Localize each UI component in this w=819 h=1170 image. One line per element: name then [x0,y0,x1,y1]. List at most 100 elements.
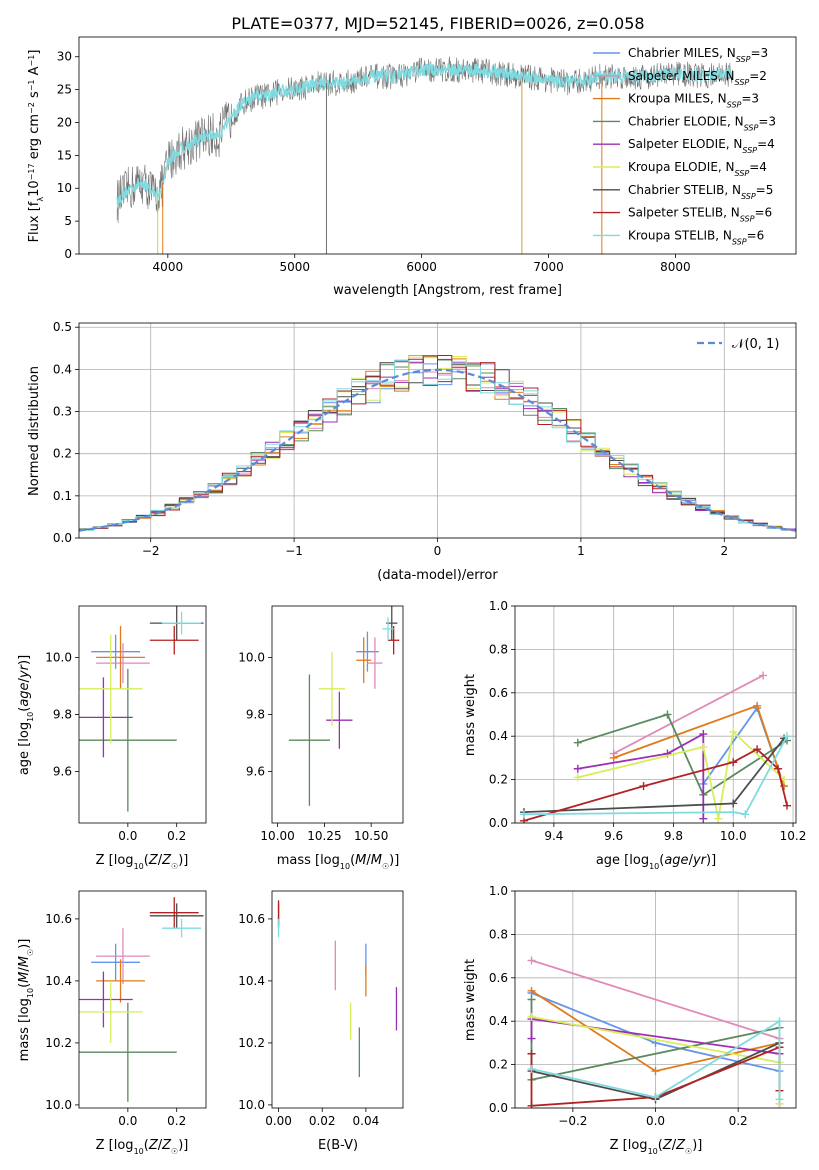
age-vs-z-x-label: Z [log10(Z/Z☉)] [96,853,189,871]
weight-line [577,732,705,819]
y-tick-label: 20 [57,115,72,129]
weight-marker [527,1049,536,1058]
mass-vs-z-x-label-part: Z [log [96,1138,134,1153]
axes-frame [271,605,404,824]
legend-nssp: =4 [757,137,775,151]
plot-area-weight-vs-age [519,671,792,823]
x-tick-label: 8000 [660,260,691,274]
y-tick-label: 0.0 [489,816,508,830]
weight-vs-z-x-label-part: ☉ [685,1147,692,1156]
y-tick-label: 0.6 [489,971,508,985]
legend-sub: SSP [742,146,757,155]
y-tick-label: 0.4 [489,729,508,743]
weight-line [531,959,780,1040]
legend-name: Chabrier STELIB, N [628,183,741,197]
axes-age-vs-mass: 10.00 10.25 10.50 9.6 9.8 10.0 [238,605,404,843]
x-tick-label: 0.0 [646,1114,665,1128]
legend-name: Salpeter STELIB, N [628,206,740,220]
legend-sub: SSP [735,169,750,178]
age-vs-z-y-label-part: / [17,677,32,682]
axes-mass-vs-z: 0.0 0.2 10.0 10.2 10.4 10.6 [45,890,207,1128]
x-tick-label: −0.2 [558,1114,587,1128]
weight-marker [729,808,738,817]
mass-vs-z-x-label: Z [log10(Z/Z☉)] [96,1138,189,1156]
weight-line [613,704,785,787]
legend-sub: SSP [736,55,751,64]
x-tick-label: 1 [577,544,585,558]
y-tick-label: 5 [64,214,72,228]
x-tick-label: 10.50 [354,829,388,843]
weight-marker [527,986,536,995]
weight-vs-age-x-label-part: age [log [596,853,649,868]
spectrum-data-line [116,56,733,223]
y-tick-label: 0 [64,247,72,261]
weight-vs-z-x-label-part: )] [692,1138,702,1153]
spectrum-y-label-part: Flux [f [27,201,42,242]
age-vs-mass-x-label: mass [log10(M/M☉)] [277,853,400,871]
mass-vs-z-y-label-part: ( [17,983,32,988]
legend-sub: SSP [741,191,756,200]
legend-sub: SSP [735,77,750,86]
legend-entry: Chabrier MILES, NSSP=3 [628,46,768,64]
age-vs-z-x-label-part: )] [178,853,188,868]
legend-entry: Chabrier ELODIE, NSSP=3 [628,114,776,131]
mass-vs-z-y-label: mass [log10(M/M☉)] [17,939,35,1062]
x-tick-label: 0.0 [118,829,137,843]
legend-name: Kroupa ELODIE, N [628,160,735,174]
legend-sub: SSP [732,237,747,246]
weight-vs-z-x-label-part: Z [log [610,1138,648,1153]
mass-vs-z-y-label-part: / [17,967,32,972]
x-tick-label: 0.0 [118,1114,137,1128]
weight-marker [759,671,768,680]
y-tick-label: 0.0 [53,531,72,545]
legend-name: Kroupa STELIB, N [628,228,732,242]
y-tick-label: 10.2 [45,1036,72,1050]
axes-weight-vs-z: −0.2 0.0 0.2 0.0 0.2 0.4 0.6 0.8 1.0 [489,884,797,1128]
x-tick-label: 0.2 [167,829,186,843]
weight-vs-age-x-label-part: yr [692,853,708,868]
y-tick-label: 1.0 [489,599,508,613]
legend-nssp: =4 [749,160,767,174]
x-tick-label: 6000 [406,260,437,274]
weight-marker [663,710,672,719]
legend-name: Salpeter ELODIE, N [628,137,742,151]
age-vs-z-y-label-part: age [17,682,32,706]
age-vs-z-x-label-part: 10 [134,862,144,871]
age-vs-z-x-label-part: Z [161,853,172,868]
age-vs-z-x-label-part: ( [144,853,149,868]
weight-marker [527,1012,536,1021]
weight-marker [527,1101,536,1108]
weight-marker [651,1067,660,1076]
y-tick-label: 10.6 [238,912,265,926]
axes-frame [271,890,404,1109]
weight-vs-age-x-label: age [log10(age/yr)] [596,853,716,871]
y-tick-label: 0.4 [53,362,72,376]
legend-normal: 𝒩(0, 1) [732,337,779,352]
legend-name: Kroupa MILES, N [628,92,727,106]
legend-entry: Chabrier STELIB, NSSP=5 [628,183,773,201]
figure-title: PLATE=0377, MJD=52145, FIBERID=0026, z=0… [231,14,644,33]
age-vs-mass-x-label-part: 10 [340,862,350,871]
weight-marker [741,810,750,819]
weight-marker [729,758,738,767]
plot-area-mass-vs-z [79,897,204,1102]
weight-marker [527,1064,536,1073]
age-vs-mass-x-label-part: mass [log [277,853,340,868]
weight-vs-age-x-label-part: / [689,853,694,868]
mass-vs-z-y-label-part: mass [log [17,998,32,1061]
mass-vs-z-x-label-part: Z [148,1138,159,1153]
weight-marker [714,814,723,823]
axes-weight-vs-age: 9.4 9.6 9.8 10.0 10.2 0.0 0.2 0.4 0.6 0.8 1.0 [489,599,806,843]
mass-vs-z-x-label-part: 10 [134,1147,144,1156]
axes-age-vs-z: 0.0 0.2 9.6 9.8 10.0 [45,605,207,843]
mass-vs-z-y-label-part: M [17,956,32,967]
legend-nssp: =3 [750,46,768,60]
mass-vs-z-x-label-part: / [158,1138,163,1153]
weight-vs-z-x-label: Z [log10(Z/Z☉)] [610,1138,703,1156]
spectrum-y-label-part: −1 [27,55,36,67]
weight-marker [699,814,708,823]
spectrum-y-label-part: ] [27,50,42,55]
plot-area-weight-vs-z [527,956,784,1108]
axes-frame [78,36,797,255]
